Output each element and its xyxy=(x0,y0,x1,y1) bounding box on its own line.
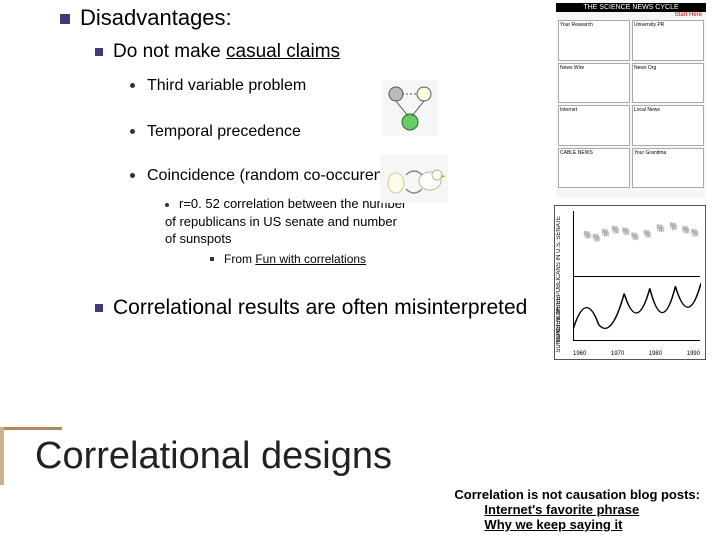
disc-bullet-icon xyxy=(165,203,169,207)
heading-text: Disadvantages: xyxy=(80,5,232,30)
svg-text:🐘: 🐘 xyxy=(601,228,611,237)
bullet-text: Coincidence (random co-occurence) xyxy=(147,167,405,184)
news-cell: CABLE NEWS xyxy=(558,148,630,189)
svg-text:🐘: 🐘 xyxy=(656,224,666,233)
news-cell: Your Research xyxy=(558,20,630,61)
disc-bullet-icon xyxy=(130,129,135,134)
detail-correlation: r=0. 52 correlation between the number o… xyxy=(0,195,410,248)
svg-text:🐘: 🐘 xyxy=(631,232,641,241)
news-cell: Your Grandma xyxy=(632,148,704,189)
news-cycle-grid: Your Research University PR News Wire Ne… xyxy=(556,18,706,190)
slide: Disadvantages: Do not make casual claims… xyxy=(0,0,720,540)
news-cell: Internet xyxy=(558,105,630,146)
chart-top-panel: 🐘🐘🐘🐘🐘🐘🐘🐘🐘🐘🐘 xyxy=(573,211,701,276)
sub1-text: Do not make xyxy=(113,41,226,62)
detail-text: r=0. 52 correlation between the number o… xyxy=(165,196,406,246)
xtick: 1960 xyxy=(573,351,586,357)
slide-title: Correlational designs xyxy=(35,435,392,478)
square-bullet-icon xyxy=(210,257,214,261)
footer-block: Correlation is not causation blog posts:… xyxy=(454,487,700,532)
chart-ylabel-bottom: SUNSPOT NUMBER xyxy=(556,296,562,353)
source-link[interactable]: Fun with correlations xyxy=(255,252,366,266)
news-cell: Local News xyxy=(632,105,704,146)
disc-bullet-icon xyxy=(130,83,135,88)
chart-axis-x xyxy=(573,340,700,341)
svg-text:🐘: 🐘 xyxy=(691,228,701,237)
xtick: 1980 xyxy=(649,351,662,357)
news-cycle-title: THE SCIENCE NEWS CYCLE xyxy=(556,3,706,12)
spurious-variable-image xyxy=(382,80,438,136)
accent-bar-horizontal xyxy=(0,427,62,430)
svg-text:🐘: 🐘 xyxy=(669,222,679,231)
chart-bottom-panel xyxy=(573,278,701,340)
news-cell: News Org xyxy=(632,63,704,104)
sub2-text: Correlational results are often misinter… xyxy=(113,296,527,319)
sub1-underline: casual claims xyxy=(226,41,340,62)
chicken-egg-image xyxy=(380,155,448,203)
accent-bar-vertical xyxy=(0,427,4,485)
xtick: 1970 xyxy=(611,351,624,357)
bullet-text: Third variable problem xyxy=(147,77,306,94)
sunspot-chart: NUMBER OF REPUBLICANS IN U.S. SENATE SUN… xyxy=(554,205,706,360)
footer-link-1[interactable]: Internet's favorite phrase xyxy=(454,502,700,517)
square-bullet-icon xyxy=(95,304,103,312)
news-cell: News Wire xyxy=(558,63,630,104)
news-cycle-image: THE SCIENCE NEWS CYCLE Start Here Your R… xyxy=(556,3,706,198)
svg-text:🐘: 🐘 xyxy=(611,226,621,235)
footer-heading: Correlation is not causation blog posts: xyxy=(454,487,700,502)
disc-bullet-icon xyxy=(130,173,135,178)
square-bullet-icon xyxy=(60,14,70,24)
news-cell: University PR xyxy=(632,20,704,61)
chart-axis-mid xyxy=(573,276,700,277)
footer-link-2[interactable]: Why we keep saying it xyxy=(454,517,700,532)
chart-xticks: 1960 1970 1980 1990 xyxy=(573,351,700,357)
svg-text:🐘: 🐘 xyxy=(643,230,653,239)
square-bullet-icon xyxy=(95,48,103,56)
bullet-text: Temporal precedence xyxy=(147,123,301,140)
source-prefix: From xyxy=(224,252,255,266)
xtick: 1990 xyxy=(687,351,700,357)
